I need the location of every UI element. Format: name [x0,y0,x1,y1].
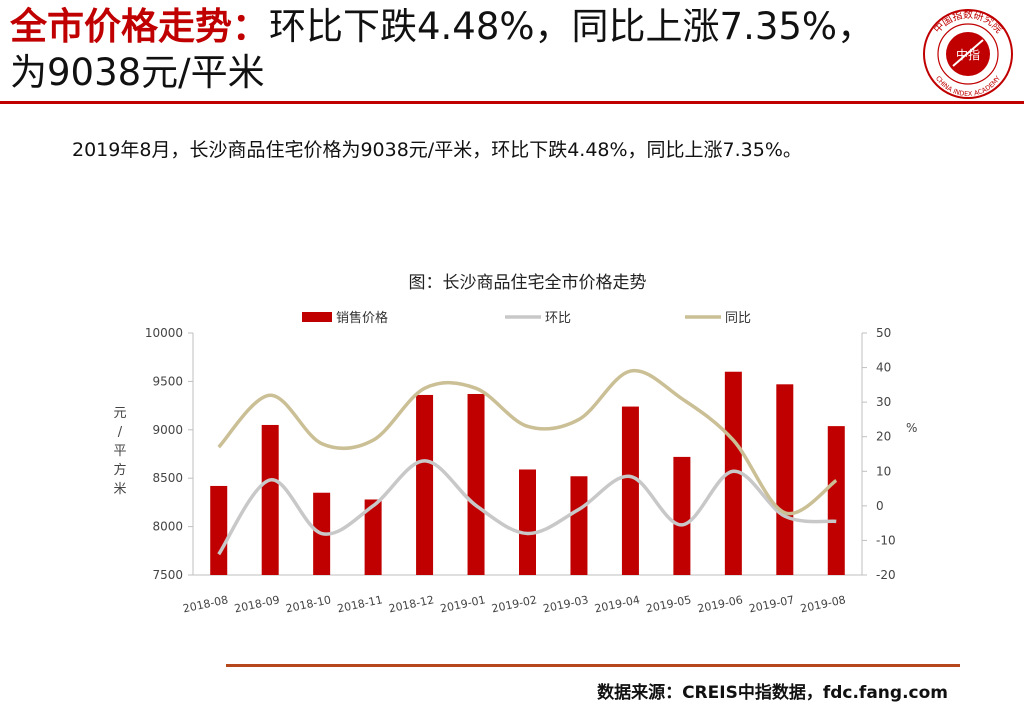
right-tick-label: 0 [876,499,884,513]
legend-swatch-bar [302,312,332,322]
page-title: 全市价格走势：环比下跌4.48%，同比上涨7.35%，为9038元/平米 [10,4,890,96]
x-tick-label: 2019-07 [748,593,796,615]
bar-2019-07 [776,384,794,575]
bar-2018-12 [416,394,434,575]
legend-label: 销售价格 [336,310,388,326]
bar-2019-06 [724,371,742,575]
left-tick-label: 10000 [145,326,183,340]
left-axis-label-char: 米 [113,482,126,497]
x-tick-label: 2018-11 [336,593,384,615]
x-tick-label: 2019-08 [799,593,847,615]
right-axis-label: % [906,421,917,435]
legend-label: 同比 [725,311,751,326]
china-index-academy-logo: 中指 中国指数研究院 CHINA INDEX ACADEMY [923,8,1013,99]
x-tick-label: 2019-02 [490,593,538,615]
bar-2019-04 [621,406,639,575]
left-tick-label: 9000 [152,423,183,437]
right-tick-label: 50 [876,326,891,340]
x-tick-label: 2019-04 [593,593,641,615]
x-tick-label: 2018-10 [285,593,333,615]
left-tick-label: 7500 [152,568,183,582]
bar-2019-05 [673,456,691,575]
left-axis-label-char: 元 [113,406,126,421]
line-series-同比 [217,368,838,516]
logo-ring-text: 中国指数研究院 [931,8,1006,36]
x-tick-label: 2018-09 [233,593,281,615]
legend-label: 环比 [545,311,571,326]
left-tick-label: 9500 [152,374,183,388]
x-tick-label: 2019-06 [696,593,744,615]
bar-2019-03 [570,476,588,575]
right-tick-label: 40 [876,361,891,375]
chart-title: 图：长沙商品住宅全市价格走势 [409,273,647,293]
right-tick-label: -10 [876,533,896,547]
x-tick-label: 2019-03 [542,593,590,615]
x-tick-label: 2018-12 [388,593,436,615]
bar-2018-08 [210,485,228,575]
logo-center-text: 中指 [956,47,980,62]
page-title-text: 环比下跌4.48%，同比上涨7.35%，为9038元/平米 [10,5,875,94]
bar-2019-02 [519,469,536,575]
x-tick-label: 2019-05 [645,593,693,615]
x-tick-label: 2018-08 [182,593,230,615]
data-source: 数据来源：CREIS中指数据，fdc.fang.com [597,683,948,703]
summary-text: 2019年8月，长沙商品住宅价格为9038元/平米，环比下跌4.48%，同比上涨… [72,139,802,161]
x-tick-label: 2019-01 [439,593,487,615]
left-axis-label-char: 平 [113,444,126,459]
footer-divider [226,664,960,667]
right-tick-label: 30 [876,395,891,409]
left-axis-label-char: 方 [113,462,126,478]
bar-2019-01 [467,393,485,575]
header-divider [0,101,1024,104]
logo-ring-text-en: CHINA INDEX ACADEMY [934,75,1002,99]
page-title-accent: 全市价格走势： [10,5,269,48]
right-tick-label: -20 [876,568,896,582]
bar-2018-09 [261,424,279,575]
bar-2019-08 [827,426,845,575]
right-tick-label: 20 [876,430,891,444]
left-tick-label: 8500 [152,471,183,485]
right-tick-label: 10 [876,464,891,478]
left-axis-label-char: / [118,425,123,440]
line-series-环比 [217,459,837,556]
left-tick-label: 8000 [152,520,183,534]
bar-2018-11 [364,499,382,575]
